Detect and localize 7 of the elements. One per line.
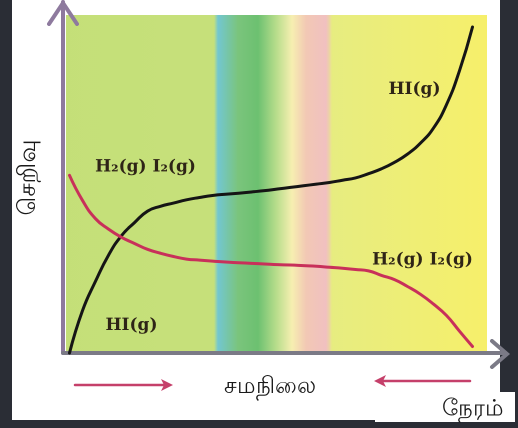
x-axis-title: நேரம் <box>442 396 504 422</box>
text: HI(g) <box>106 315 158 335</box>
text: H₂(g) I₂(g) <box>95 156 196 176</box>
series-label: HI(g) <box>388 79 440 99</box>
y-axis-title: செறிவு <box>13 140 41 216</box>
series-label: H₂(g) I₂(g) <box>372 249 473 270</box>
text: சமநிலை <box>224 373 316 401</box>
